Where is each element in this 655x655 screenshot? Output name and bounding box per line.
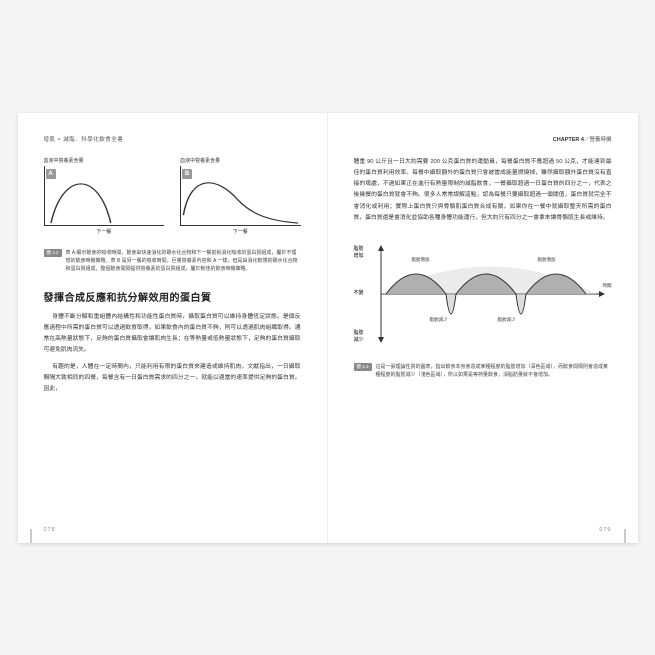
- paragraph-right: 體重 90 公斤且一日大約需要 200 公克蛋白質的運動員，每餐蛋白質不應超過 …: [354, 157, 612, 225]
- chart-b: 血液中營養素含量 B 下一餐: [180, 157, 301, 235]
- wave-arrow-right-icon: [599, 291, 605, 297]
- book-spread: 增肌 × 減脂．科學化飲食全書 血液中營養素含量 A 下一餐 血液中營養素含量 …: [18, 113, 638, 543]
- page-left: 增肌 × 減脂．科學化飲食全書 血液中營養素含量 A 下一餐 血液中營養素含量 …: [18, 113, 328, 543]
- chart-b-canvas: [180, 166, 301, 226]
- caption-4-2: 圖 4.2 表 A 顯示飲食的吸收時間，飲食由快速消化的碳水化合物和下一餐前就消…: [44, 249, 301, 273]
- chart-b-xlabel: 下一餐: [180, 228, 301, 235]
- chart-a-ylabel: 血液中營養素含量: [44, 157, 165, 164]
- wave-annot-dn-1: 脂肪減少: [430, 317, 448, 323]
- paragraph-2: 有趣的是，人體在一定時間內，只能利用有限的蛋白質來建造或維持肌肉。文獻指出，一日…: [44, 362, 301, 396]
- wave-y-mid-label: 不變: [354, 289, 364, 296]
- paragraph-1: 身體不斷分解和重組體內結構性和功能性蛋白質時，攝取蛋白質可以維持身體恆定狀態。是…: [44, 312, 301, 357]
- wave-canvas: 脂肪增加 脂肪增加 脂肪減少 脂肪減少 時間: [370, 239, 612, 349]
- page-bar-right: [624, 529, 626, 543]
- chapter-label: CHAPTER 4: [553, 137, 584, 143]
- wave-y-top-label: 脂肪 增加: [354, 245, 364, 259]
- chart-b-ylabel: 血液中營養素含量: [180, 157, 301, 164]
- caption-4-3: 圖 4.3 這是一張理論性質的圖表，指出飲食本身會造成某種程度的脂肪增加（深色區…: [354, 363, 612, 379]
- chapter-title: 營養時機: [589, 137, 611, 143]
- charts-row: 血液中營養素含量 A 下一餐 血液中營養素含量 B 下一餐: [44, 157, 301, 235]
- page-number-right: 079: [599, 527, 611, 533]
- wave-annot-up-1: 脂肪增加: [412, 257, 430, 263]
- wave-annot-up-2: 脂肪增加: [538, 257, 556, 263]
- page-right: CHAPTER 4／營養時機 體重 90 公斤且一日大約需要 200 公克蛋白質…: [328, 113, 638, 543]
- wave-arrow-down-icon: [378, 337, 384, 343]
- caption-4-2-text: 表 A 顯示飲食的吸收時間，飲食由快速消化的碳水化合物和下一餐前就消化吸收的蛋白…: [66, 249, 301, 273]
- wave-annot-dn-2: 脂肪減少: [498, 317, 516, 323]
- page-number-left: 078: [44, 527, 56, 533]
- wave-x-label: 時間: [603, 283, 612, 289]
- caption-4-2-tag: 圖 4.2: [44, 249, 62, 257]
- chart-a-curve: [50, 183, 110, 222]
- wave-chart: 脂肪 增加 不變 脂肪 減少: [354, 239, 612, 349]
- caption-4-3-text: 這是一張理論性質的圖表，指出飲食本身會造成某種程度的脂肪增加（深色區域），而飲食…: [376, 363, 612, 379]
- section-heading: 發揮合成反應和抗分解效用的蛋白質: [44, 289, 301, 304]
- running-head-right: CHAPTER 4／營養時機: [354, 135, 612, 143]
- caption-4-3-tag: 圖 4.3: [354, 363, 372, 371]
- chart-a: 血液中營養素含量 A 下一餐: [44, 157, 165, 235]
- running-head-left: 增肌 × 減脂．科學化飲食全書: [44, 135, 301, 143]
- wave-y-bot-label: 脂肪 減少: [354, 329, 364, 343]
- chart-b-curve: [183, 182, 298, 222]
- wave-arrow-up-icon: [378, 245, 384, 251]
- page-bar-left: [30, 529, 32, 543]
- chart-a-canvas: [44, 166, 165, 226]
- chart-a-xlabel: 下一餐: [44, 228, 165, 235]
